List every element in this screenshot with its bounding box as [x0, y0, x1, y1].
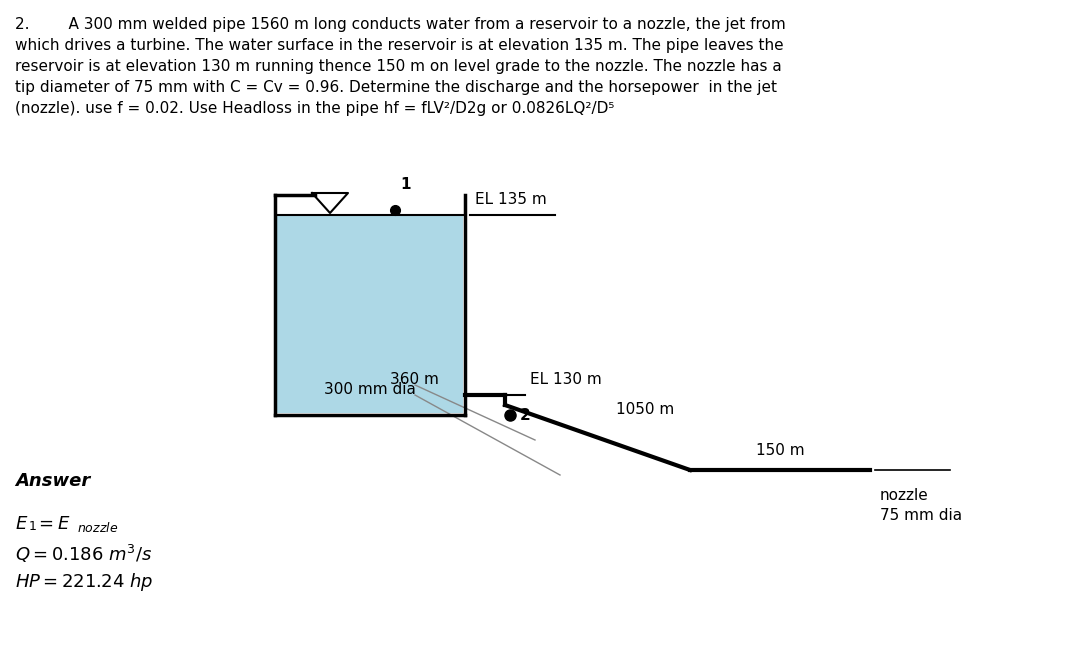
Text: 300 mm dia: 300 mm dia — [324, 382, 416, 398]
Text: tip diameter of 75 mm with C = Cv = 0.96. Determine the discharge and the horsep: tip diameter of 75 mm with C = Cv = 0.96… — [15, 80, 777, 95]
Text: 75 mm dia: 75 mm dia — [880, 508, 962, 523]
Text: 2: 2 — [519, 407, 530, 423]
Text: $\mathbf{\it{HP = 221.24\ hp}}$: $\mathbf{\it{HP = 221.24\ hp}}$ — [15, 571, 153, 593]
Text: $\mathbf{\it{1}}$: $\mathbf{\it{1}}$ — [28, 520, 37, 533]
Text: reservoir is at elevation 130 m running thence 150 m on level grade to the nozzl: reservoir is at elevation 130 m running … — [15, 59, 782, 74]
Bar — [276, 215, 463, 413]
Text: 1050 m: 1050 m — [616, 403, 674, 417]
Text: 360 m: 360 m — [390, 372, 438, 387]
Text: $\mathbf{\it{Q = 0.186\ m^3/s}}$: $\mathbf{\it{Q = 0.186\ m^3/s}}$ — [15, 543, 152, 565]
Text: Answer: Answer — [15, 472, 91, 490]
Text: EL 130 m: EL 130 m — [530, 372, 602, 387]
Text: 150 m: 150 m — [756, 443, 805, 458]
Text: (nozzle). use f = 0.02. Use Headloss in the pipe hf = fLV²/D2g or 0.0826LQ²/D⁵: (nozzle). use f = 0.02. Use Headloss in … — [15, 101, 615, 116]
Text: $\mathbf{\it{E}}$: $\mathbf{\it{E}}$ — [15, 515, 28, 533]
Text: nozzle: nozzle — [880, 488, 929, 503]
Text: which drives a turbine. The water surface in the reservoir is at elevation 135 m: which drives a turbine. The water surfac… — [15, 38, 784, 53]
Text: EL 135 m: EL 135 m — [475, 192, 546, 207]
Text: 2.        A 300 mm welded pipe 1560 m long conducts water from a reservoir to a : 2. A 300 mm welded pipe 1560 m long cond… — [15, 17, 786, 32]
Text: $\mathbf{\it{nozzle}}$: $\mathbf{\it{nozzle}}$ — [77, 521, 119, 535]
Text: $\mathbf{\it{ = E}}$: $\mathbf{\it{ = E}}$ — [35, 515, 70, 533]
Text: 1: 1 — [400, 177, 410, 192]
